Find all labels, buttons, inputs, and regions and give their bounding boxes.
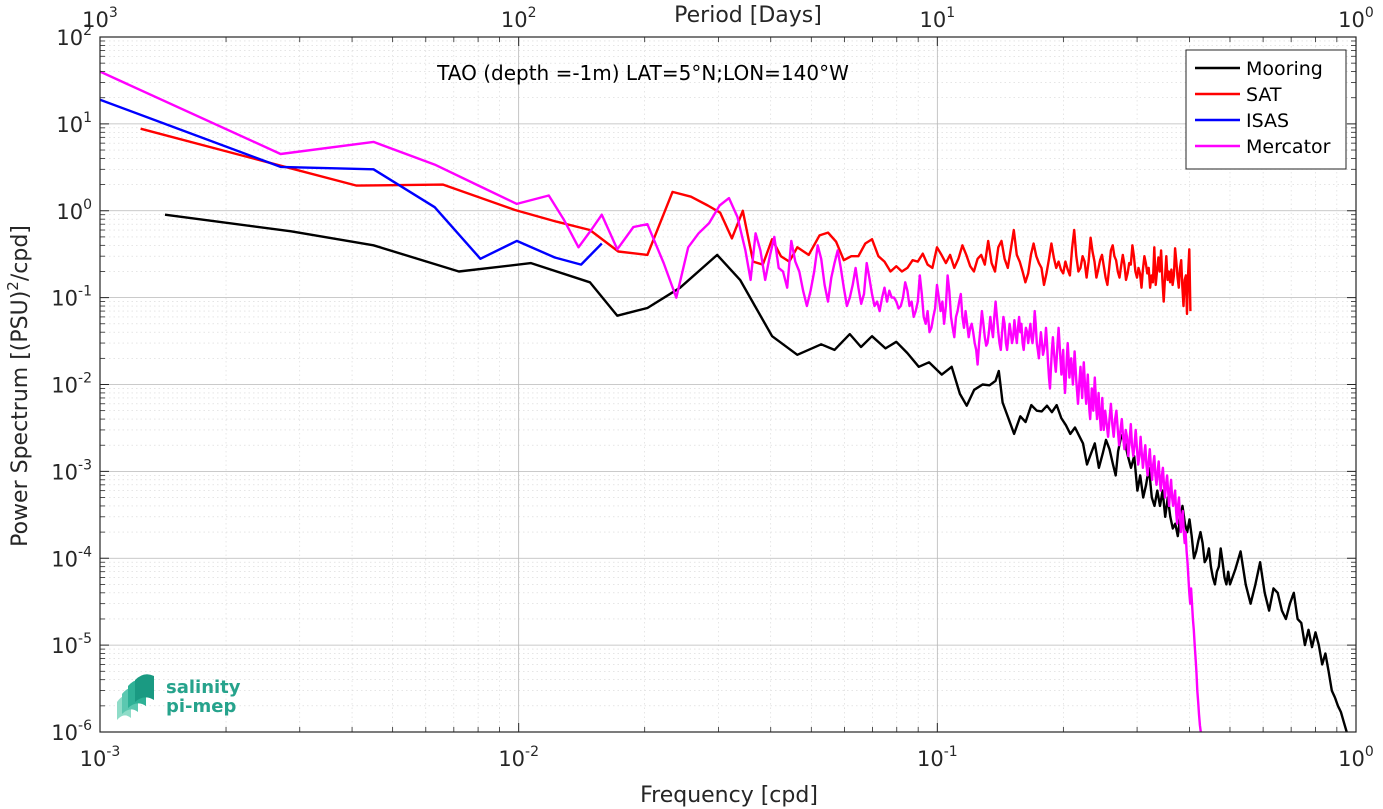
- y-tick-label: 10-2: [51, 371, 92, 398]
- y-tick-labels: 10-6 10-5 10-4 10-3 10-2 10-1 100 101 102: [51, 23, 92, 745]
- legend-label: ISAS: [1246, 110, 1289, 132]
- legend: Mooring SAT ISAS Mercator: [1185, 49, 1347, 170]
- x-tick-label: 10-1: [917, 744, 958, 771]
- y-axis-label: Power Spectrum [(PSU)2/cpd]: [4, 225, 33, 547]
- series-line-isas: [100, 98, 603, 266]
- legend-box: [1185, 49, 1347, 170]
- x-tick-labels: 10-3 10-2 10-1 100: [80, 744, 1374, 771]
- top-tick-label: 103: [82, 5, 118, 32]
- top-tick-label: 101: [920, 5, 956, 32]
- y-tick-label: 102: [56, 23, 92, 50]
- chart-title: TAO (depth =-1m) LAT=5°N;LON=140°W: [436, 61, 849, 85]
- series-layer: [100, 70, 1348, 732]
- logo-text-line1: salinity: [166, 677, 241, 698]
- top-tick-labels: 103 102 101 100: [82, 5, 1374, 32]
- legend-label: Mercator: [1246, 136, 1331, 158]
- legend-items: Mooring SAT ISAS Mercator: [1195, 58, 1331, 158]
- top-tick-label: 102: [501, 5, 537, 32]
- logo-text-line2: pi-mep: [166, 696, 236, 717]
- x-tick-label: 10-3: [80, 744, 121, 771]
- legend-label: Mooring: [1246, 58, 1323, 80]
- x-tick-label: 10-2: [498, 744, 539, 771]
- top-axis-label: Period [Days]: [674, 3, 822, 28]
- logo-mark-icon: [117, 674, 154, 720]
- series-line-mercator: [100, 70, 1202, 732]
- tick-marks: [99, 36, 1357, 733]
- y-tick-label: 10-1: [51, 284, 92, 311]
- series-line-mooring: [164, 213, 1348, 732]
- x-axis-label: Frequency [cpd]: [640, 783, 818, 808]
- major-grid: [100, 37, 1356, 732]
- y-tick-label: 101: [56, 110, 92, 137]
- y-tick-label: 10-5: [51, 631, 92, 658]
- series-line-sat: [140, 127, 1192, 316]
- y-tick-label: 10-3: [51, 457, 92, 484]
- y-tick-label: 10-6: [51, 718, 92, 745]
- legend-label: SAT: [1246, 84, 1282, 106]
- y-tick-label: 10-4: [51, 544, 92, 571]
- x-tick-label: 100: [1338, 744, 1374, 771]
- salinity-pi-mep-logo: salinity pi-mep: [117, 674, 241, 720]
- top-tick-label: 100: [1338, 5, 1374, 32]
- y-tick-label: 100: [56, 197, 92, 224]
